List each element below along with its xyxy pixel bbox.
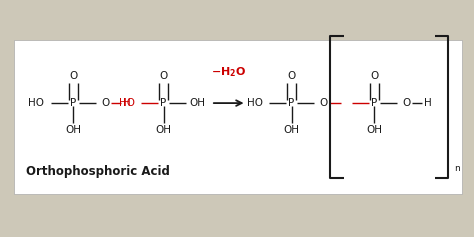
Text: OH: OH — [189, 98, 205, 108]
Text: P: P — [160, 98, 167, 108]
Text: H: H — [424, 98, 432, 108]
Text: HO: HO — [246, 98, 263, 108]
Text: HO: HO — [28, 98, 45, 108]
Text: O: O — [69, 71, 78, 81]
Text: n: n — [454, 164, 460, 173]
Text: OH: OH — [65, 125, 82, 135]
Text: OH: OH — [366, 125, 383, 135]
Text: P: P — [288, 98, 295, 108]
Text: HO: HO — [118, 98, 135, 108]
Text: OH: OH — [155, 125, 172, 135]
Text: $\mathbf{-H_2O}$: $\mathbf{-H_2O}$ — [211, 65, 246, 79]
Text: O: O — [159, 71, 168, 81]
Text: P: P — [371, 98, 378, 108]
FancyBboxPatch shape — [14, 40, 462, 194]
Text: P: P — [70, 98, 77, 108]
Text: H: H — [123, 98, 131, 108]
Text: O: O — [402, 98, 411, 108]
Text: O: O — [287, 71, 296, 81]
Text: O: O — [101, 98, 110, 108]
Text: O: O — [319, 98, 328, 108]
Text: O: O — [370, 71, 379, 81]
Text: Orthophosphoric Acid: Orthophosphoric Acid — [26, 165, 170, 178]
Text: OH: OH — [283, 125, 300, 135]
